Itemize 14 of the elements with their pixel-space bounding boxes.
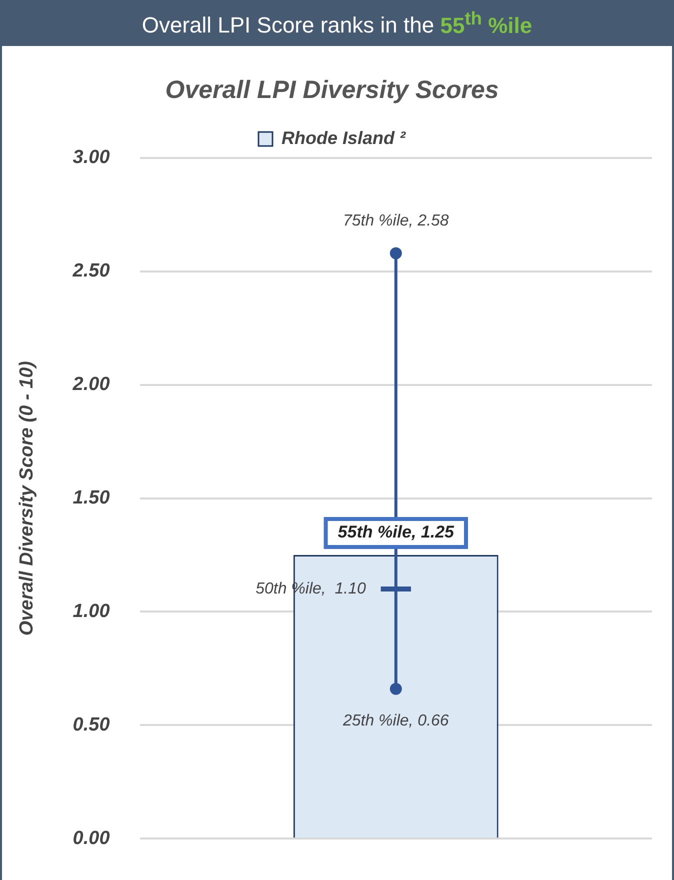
y-tick-label: 1.00 bbox=[72, 600, 110, 622]
y-tick-label: 2.00 bbox=[72, 374, 110, 396]
data-label: 55th %ile, 1.25 bbox=[338, 522, 455, 542]
legend-label: Rhode Island ² bbox=[282, 128, 407, 148]
chart-subtitle: Overall LPI Diversity Scores bbox=[165, 76, 499, 104]
y-tick-label: 0.00 bbox=[72, 828, 110, 849]
y-tick-label: 3.00 bbox=[72, 147, 110, 168]
y-tick-label: 1.50 bbox=[72, 488, 110, 509]
y-tick-label: 2.50 bbox=[72, 260, 110, 282]
chart-title: Overall LPI Score ranks in the 55$^{th}$ %ile bbox=[142, 7, 532, 39]
annotation: 25th %ile, 0.66 bbox=[342, 712, 449, 730]
annotation: 75th %ile, 2.58 bbox=[342, 212, 449, 230]
y-axis-title: Overall Diversity Score (0 - 10) bbox=[16, 361, 38, 636]
y-tick-label: 0.50 bbox=[72, 714, 110, 736]
